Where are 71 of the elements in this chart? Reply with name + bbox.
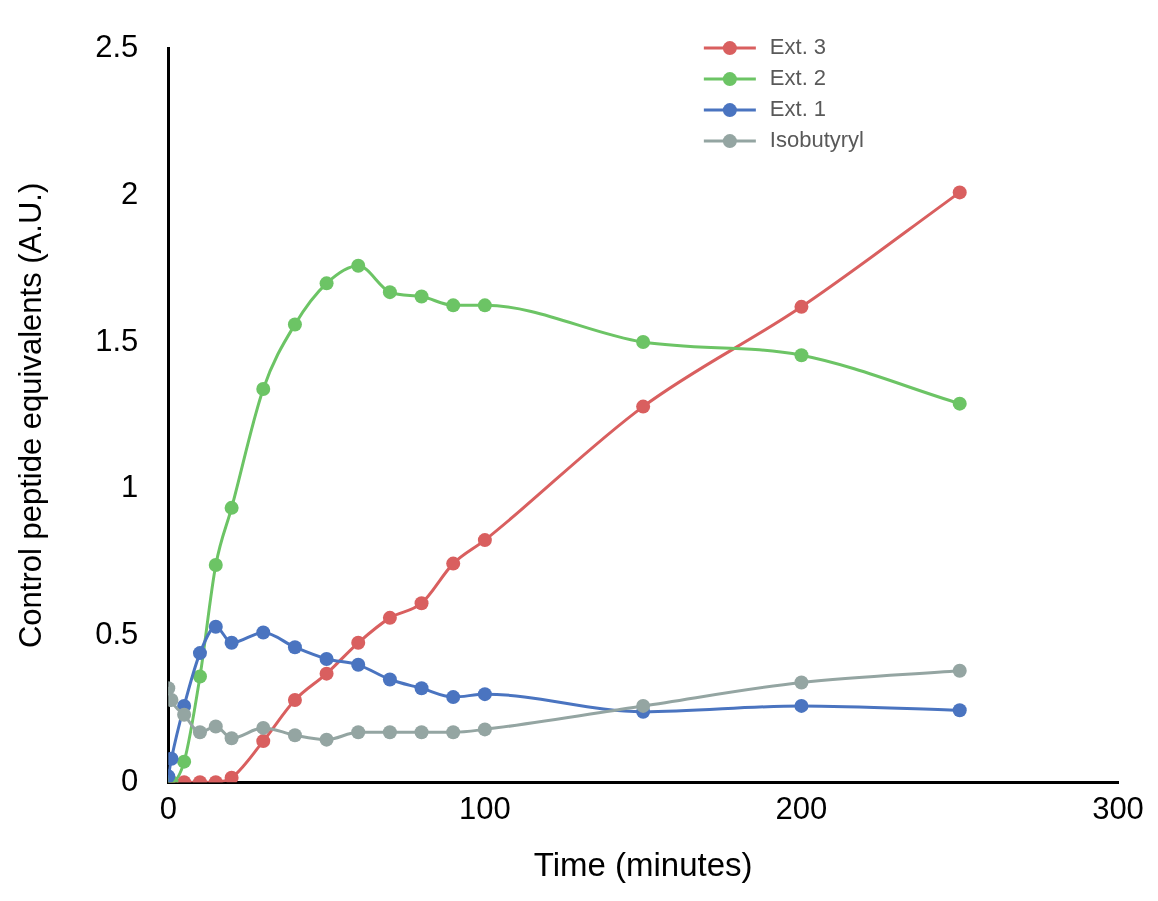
- point: [319, 666, 334, 681]
- point: [351, 657, 366, 672]
- point: [319, 651, 334, 666]
- point: [351, 258, 366, 273]
- point: [414, 596, 429, 611]
- point: [287, 640, 302, 655]
- point: [208, 619, 223, 634]
- y-tick-label: 1.5: [95, 322, 139, 358]
- point: [952, 703, 967, 718]
- point: [256, 381, 271, 396]
- point: [636, 335, 651, 350]
- point: [382, 672, 397, 687]
- y-tick-label: 0: [121, 762, 139, 798]
- point: [319, 732, 334, 747]
- point: [256, 720, 271, 735]
- point: [208, 558, 223, 573]
- point: [414, 725, 429, 740]
- x-tick-label: 200: [775, 791, 828, 827]
- point: [794, 348, 809, 363]
- x-tick-label: 0: [159, 791, 177, 827]
- point: [382, 285, 397, 300]
- legend-label: Ext. 2: [769, 65, 827, 91]
- legend-label: Ext. 3: [769, 34, 827, 60]
- point: [414, 289, 429, 304]
- point: [351, 635, 366, 650]
- point: [287, 728, 302, 743]
- point: [636, 399, 651, 414]
- x-axis-title: Time (minutes): [533, 846, 753, 884]
- point: [382, 725, 397, 740]
- point: [351, 725, 366, 740]
- point: [446, 298, 461, 313]
- y-tick-label: 1: [121, 469, 139, 505]
- legend-label: Isobutyryl: [769, 127, 865, 153]
- y-tick-label: 2.5: [95, 29, 139, 65]
- point: [287, 317, 302, 332]
- point: [208, 719, 223, 734]
- point: [382, 610, 397, 625]
- x-tick-label: 300: [1092, 791, 1144, 827]
- point: [192, 669, 207, 684]
- point: [477, 687, 492, 702]
- y-tick-label: 2: [121, 175, 139, 211]
- point: [636, 698, 651, 713]
- point: [224, 770, 239, 783]
- point: [192, 725, 207, 740]
- point: [794, 698, 809, 713]
- point: [177, 707, 192, 722]
- point: [177, 754, 192, 769]
- point: [256, 734, 271, 749]
- point: [446, 690, 461, 705]
- point: [952, 185, 967, 200]
- point: [224, 635, 239, 650]
- x-tick-label: 100: [459, 791, 511, 827]
- point: [794, 299, 809, 314]
- point: [192, 646, 207, 661]
- point: [477, 722, 492, 737]
- point: [952, 396, 967, 411]
- y-tick-label: 0.5: [95, 616, 139, 652]
- point: [794, 675, 809, 690]
- point: [477, 298, 492, 313]
- point: [319, 276, 334, 291]
- point: [446, 556, 461, 571]
- point: [224, 500, 239, 515]
- point: [446, 725, 461, 740]
- point: [414, 681, 429, 696]
- point: [952, 663, 967, 678]
- point: [477, 533, 492, 548]
- legend-label: Ext. 1: [769, 96, 827, 122]
- y-axis-title: Control peptide equivalents (A.U.): [13, 182, 49, 649]
- point: [224, 731, 239, 746]
- point: [287, 693, 302, 708]
- point: [256, 625, 271, 640]
